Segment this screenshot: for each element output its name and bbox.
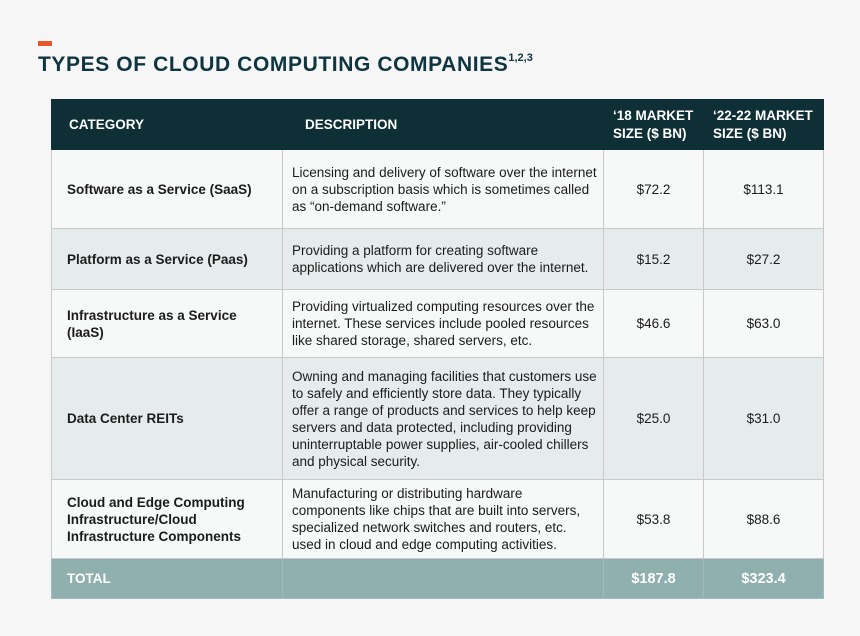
- total-description-empty: [282, 558, 604, 599]
- category-cell: Cloud and Edge Computing Infrastructure/…: [51, 479, 283, 559]
- total-market-size-18: $187.8: [603, 558, 704, 599]
- table-row: Infrastructure as a Service (IaaS) Provi…: [51, 289, 824, 358]
- description-cell: Providing a platform for creating softwa…: [282, 228, 604, 290]
- title-accent-bar: [38, 41, 52, 46]
- market-size-18-cell: $53.8: [603, 479, 704, 559]
- market-size-18-cell: $72.2: [603, 149, 704, 229]
- table-row: Platform as a Service (Paas) Providing a…: [51, 228, 824, 290]
- market-size-22-cell: $88.6: [703, 479, 824, 559]
- column-header-market-size-22: ‘22-22 MARKET SIZE ($ BN): [703, 99, 824, 150]
- table-row: Cloud and Edge Computing Infrastructure/…: [51, 479, 824, 559]
- market-size-22-cell: $27.2: [703, 228, 824, 290]
- market-size-18-cell: $15.2: [603, 228, 704, 290]
- description-cell: Manufacturing or distributing hardware c…: [282, 479, 604, 559]
- market-size-22-cell: $63.0: [703, 289, 824, 358]
- table-row: Software as a Service (SaaS) Licensing a…: [51, 149, 824, 229]
- page-title-text: TYPES OF CLOUD COMPUTING COMPANIES: [38, 53, 509, 76]
- market-size-22-cell: $113.1: [703, 149, 824, 229]
- table-row: Data Center REITs Owning and managing fa…: [51, 357, 824, 480]
- market-size-22-cell: $31.0: [703, 357, 824, 480]
- total-row: TOTAL $187.8 $323.4: [51, 558, 824, 599]
- table-header-row: CATEGORY DESCRIPTION ‘18 MARKET SIZE ($ …: [51, 99, 824, 150]
- category-cell: Data Center REITs: [51, 357, 283, 480]
- total-label: TOTAL: [51, 558, 283, 599]
- category-cell: Platform as a Service (Paas): [51, 228, 283, 290]
- description-cell: Owning and managing facilities that cust…: [282, 357, 604, 480]
- category-cell: Software as a Service (SaaS): [51, 149, 283, 229]
- market-size-18-cell: $25.0: [603, 357, 704, 480]
- column-header-category: CATEGORY: [51, 99, 283, 150]
- column-header-description: DESCRIPTION: [282, 99, 604, 150]
- title-footnote-refs: 1,2,3: [508, 52, 533, 64]
- total-market-size-22: $323.4: [703, 558, 824, 599]
- description-cell: Licensing and delivery of software over …: [282, 149, 604, 229]
- market-size-18-cell: $46.6: [603, 289, 704, 358]
- page-title: TYPES OF CLOUD COMPUTING COMPANIES1,2,3: [38, 52, 533, 77]
- category-cell: Infrastructure as a Service (IaaS): [51, 289, 283, 358]
- column-header-market-size-18: ‘18 MARKET SIZE ($ BN): [603, 99, 704, 150]
- description-cell: Providing virtualized computing resource…: [282, 289, 604, 358]
- cloud-companies-table: CATEGORY DESCRIPTION ‘18 MARKET SIZE ($ …: [51, 99, 824, 599]
